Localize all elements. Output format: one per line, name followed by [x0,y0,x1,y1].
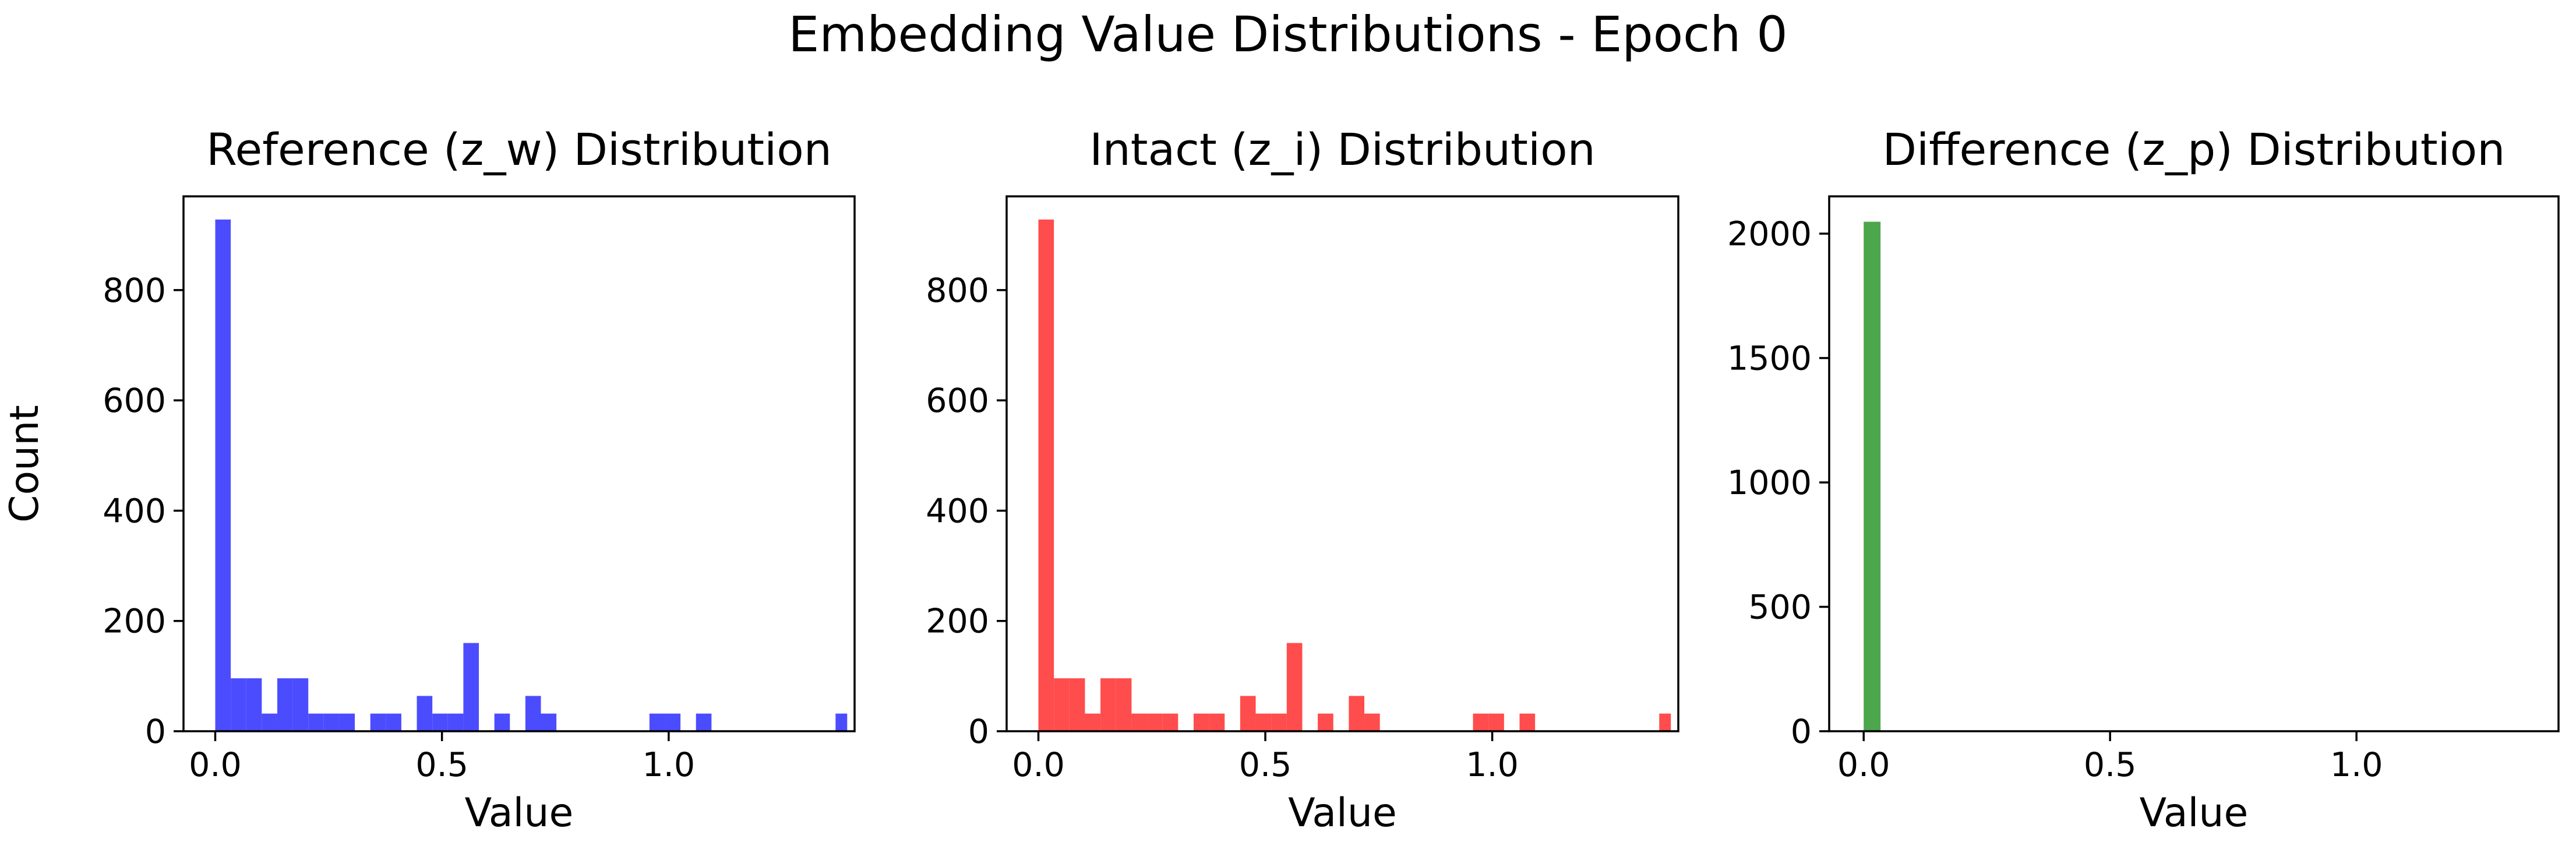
chart-0-bar-18 [494,713,510,731]
chart-1-bar-13 [1240,696,1256,731]
chart-0-bar-10 [370,713,386,731]
chart-0-y-tick-label-0: 0 [145,713,166,751]
chart-1-bar-8 [1162,713,1178,731]
chart-1-bar-5 [1116,678,1132,731]
chart-0-axes-frame [182,195,856,732]
chart-0-x-label: Value [465,790,574,836]
chart-0-bar-15 [447,713,464,731]
chart-1-y-tick-label-3: 600 [926,382,989,420]
chart-0-y-tick-label-1: 200 [103,602,166,641]
chart-1-bar-1 [1054,678,1070,731]
chart-0-y-tick-label-3: 600 [103,382,166,420]
chart-1-bar-31 [1519,713,1536,731]
chart-0-y-label: Count [2,405,48,523]
chart-0-bar-3 [262,713,277,731]
chart-2-title: Difference (z_p) Distribution [1883,124,2506,175]
chart-2-y-tick-label-0: 0 [1791,713,1812,751]
chart-2-x-tick-label-2: 1.0 [2330,746,2383,784]
chart-1-bar-7 [1147,713,1163,731]
chart-0-x-tick-label-2: 1.0 [643,746,696,784]
chart-2-x-tick-label-0: 0.0 [1837,746,1890,784]
chart-1-bar-29 [1488,713,1504,731]
chart-2-panel: 0.0 0.5 1.0 0 500 1000 1500 2000 Difference (z_p… [1727,124,2560,836]
chart-1-y-tick-label-4: 800 [926,272,989,310]
chart-0-bar-20 [525,696,541,731]
chart-1-bar-2 [1069,678,1085,731]
chart-0-bar-29 [665,713,681,731]
chart-1-bar-15 [1271,713,1287,731]
chart-1-bar-11 [1209,713,1225,731]
panels: 0.0 0.5 1.0 0 200 400 600 800 Reference (z_w) Di… [2,124,2560,836]
chart-0-bar-21 [541,713,557,731]
chart-1-y-tick-label-0: 0 [968,713,989,751]
chart-1-bar-0 [1038,219,1054,732]
chart-1-bar-28 [1473,713,1489,731]
chart-2-y-tick-label-4: 2000 [1727,215,1812,253]
chart-0-bar-2 [246,678,262,731]
chart-0-bar-1 [231,678,246,731]
chart-0-x-tick-label-0: 0.0 [189,746,242,784]
chart-1-bar-14 [1255,713,1272,731]
chart-1-bar-18 [1318,713,1333,731]
chart-1-bar-21 [1364,713,1380,731]
chart-0-y-tick-label-2: 400 [103,492,166,530]
chart-1-x-tick-label-2: 1.0 [1466,746,1519,784]
chart-1-bar-10 [1193,713,1209,731]
chart-0-x-tick-label-1: 0.5 [415,746,468,784]
chart-1-y-tick-label-2: 400 [926,492,989,530]
chart-1-bar-6 [1131,713,1148,731]
chart-2-axes-frame [1828,195,2560,732]
chart-0-bar-14 [432,713,448,731]
chart-1-bar-4 [1100,678,1116,731]
chart-1-x-tick-label-0: 0.0 [1012,746,1065,784]
chart-0-bar-16 [463,643,479,731]
chart-2-y-tick-label-3: 1500 [1727,340,1812,378]
chart-2-x-tick-label-1: 0.5 [2084,746,2137,784]
chart-1-bar-3 [1085,713,1101,731]
chart-0-bar-0 [215,219,231,732]
chart-1-x-label: Value [1288,790,1397,836]
chart-2-x-label: Value [2140,790,2249,836]
chart-0-bar-40 [835,713,848,731]
chart-1-axes-frame [1005,195,1679,732]
chart-1-title: Intact (z_i) Distribution [1089,124,1596,175]
chart-2-bar-0 [1864,221,1881,731]
chart-0-bar-6 [308,713,324,731]
chart-0-bar-4 [277,678,293,731]
chart-0-bar-5 [292,678,309,731]
chart-1-y-tick-label-1: 200 [926,602,989,641]
chart-0-bar-11 [386,713,401,731]
chart-0-bar-31 [696,713,712,731]
chart-2-y-tick-label-1: 500 [1748,588,1812,627]
chart-1-x-tick-label-1: 0.5 [1239,746,1292,784]
chart-1-bar-20 [1349,696,1365,731]
chart-0-bar-7 [323,713,340,731]
chart-1-bar-16 [1286,643,1303,731]
chart-0-y-tick-label-4: 800 [103,272,166,310]
chart-1-bar-40 [1659,713,1671,731]
chart-2-y-tick-label-2: 1000 [1727,464,1812,502]
chart-0-bar-8 [339,713,355,731]
chart-0-bar-13 [417,696,433,731]
figure-suptitle: Embedding Value Distributions - Epoch 0 [788,6,1787,63]
chart-1-panel: 0.0 0.5 1.0 0 200 400 600 800 Intact (z_i) Distr… [926,124,1679,836]
chart-0-title: Reference (z_w) Distribution [206,124,832,175]
chart-0-bar-28 [649,713,665,731]
chart-0-panel: 0.0 0.5 1.0 0 200 400 600 800 Reference (z_w) Di… [2,124,856,836]
